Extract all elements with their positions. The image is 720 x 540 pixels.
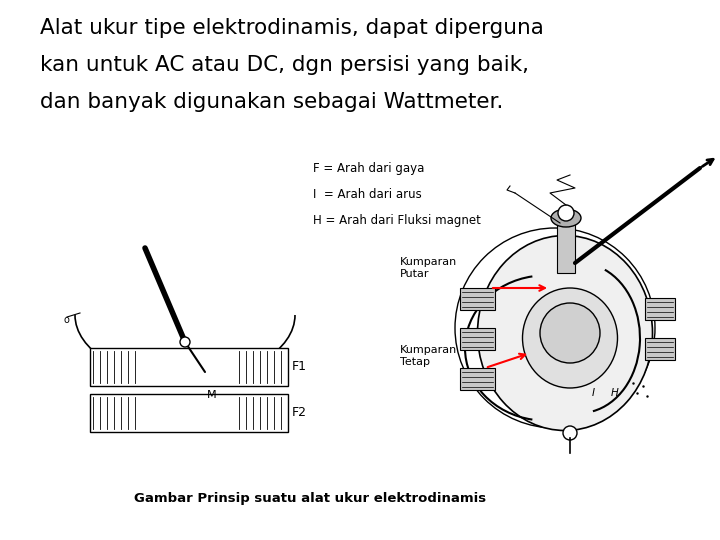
Ellipse shape (523, 288, 618, 388)
Bar (90, 394, 288, 432)
Bar (90, 348, 288, 386)
Bar (460, 328, 495, 350)
Bar (460, 368, 495, 390)
Text: M: M (207, 390, 217, 400)
Text: F1: F1 (292, 361, 307, 374)
Text: F2: F2 (292, 407, 307, 420)
Text: Kumparan
Tetap: Kumparan Tetap (400, 345, 457, 367)
Bar (460, 288, 495, 310)
Text: kan untuk AC atau DC, dgn persisi yang baik,: kan untuk AC atau DC, dgn persisi yang b… (40, 55, 529, 75)
Circle shape (180, 337, 190, 347)
Text: I: I (592, 388, 595, 398)
Text: o: o (63, 315, 69, 325)
Text: H: H (611, 388, 619, 398)
Text: H = Arah dari Fluksi magnet: H = Arah dari Fluksi magnet (313, 214, 481, 227)
Text: Kumparan
Putar: Kumparan Putar (400, 257, 457, 279)
Bar (645, 338, 675, 360)
Bar (645, 298, 675, 320)
Text: Gambar Prinsip suatu alat ukur elektrodinamis: Gambar Prinsip suatu alat ukur elektrodi… (133, 492, 486, 505)
Ellipse shape (455, 228, 655, 428)
Text: I  = Arah dari arus: I = Arah dari arus (313, 188, 422, 201)
Circle shape (558, 205, 574, 221)
Ellipse shape (477, 235, 652, 430)
Text: dan banyak digunakan sebagai Wattmeter.: dan banyak digunakan sebagai Wattmeter. (40, 92, 503, 112)
Circle shape (540, 303, 600, 363)
Ellipse shape (551, 209, 581, 227)
Bar (557, 223, 575, 273)
Text: Alat ukur tipe elektrodinamis, dapat diperguna: Alat ukur tipe elektrodinamis, dapat dip… (40, 18, 544, 38)
Circle shape (563, 426, 577, 440)
Text: F = Arah dari gaya: F = Arah dari gaya (313, 162, 425, 175)
